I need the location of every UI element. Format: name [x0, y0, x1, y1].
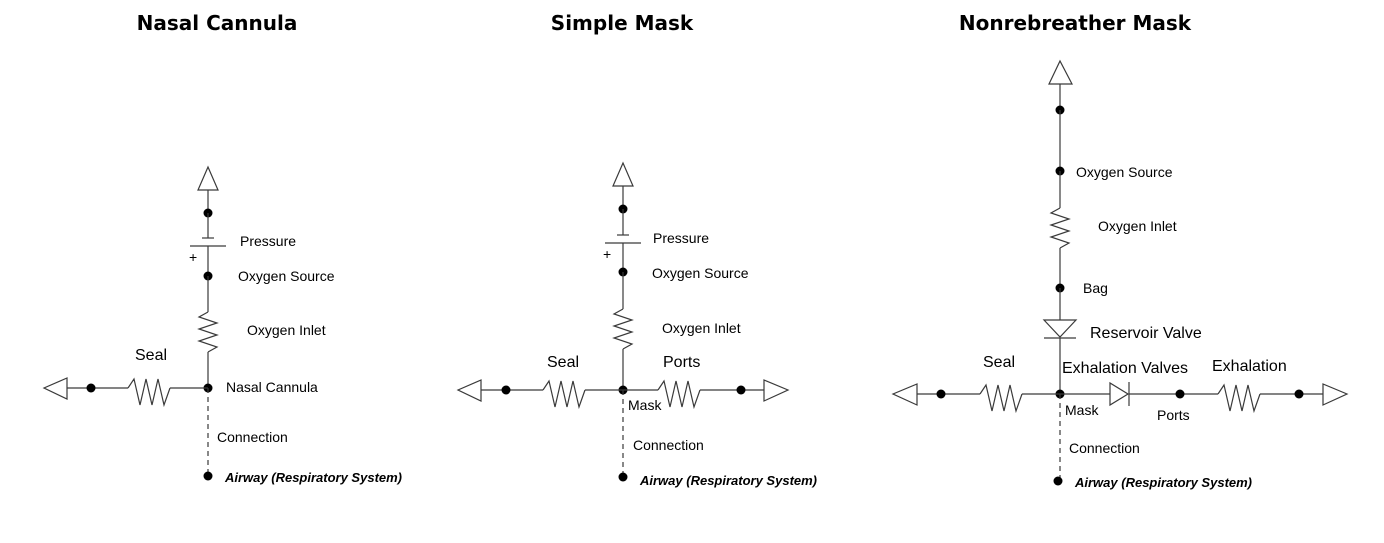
nc-oxygen-source-label: Oxygen Source — [238, 268, 335, 284]
nc-connection-label: Connection — [217, 429, 288, 445]
nc-oxygen-inlet-resistor — [197, 311, 219, 353]
nc-airway-label: Airway (Respiratory System) — [224, 470, 402, 485]
nr-seal-label: Seal — [983, 354, 1015, 371]
sm-seal-label: Seal — [547, 354, 579, 371]
sm-seal-reference-symbol — [456, 379, 482, 402]
nr-ports-node — [1175, 389, 1185, 399]
nc-seal-reference-symbol — [42, 377, 68, 400]
sm-oxygen-inlet-label: Oxygen Inlet — [662, 320, 741, 336]
sm-oxygen-inlet-resistor — [612, 308, 634, 350]
sm-ports-node — [736, 385, 746, 395]
nr-airway-node — [1053, 476, 1063, 486]
sm-oxygen-reference-symbol — [612, 161, 634, 187]
nc-airway-node — [203, 471, 213, 481]
nr-bag-label: Bag — [1083, 280, 1108, 296]
sm-oxygen-source-label: Oxygen Source — [652, 265, 749, 281]
nr-exhalation-label: Exhalation — [1212, 358, 1287, 375]
sm-airway-node — [618, 472, 628, 482]
nr-oxygen-inlet-label: Oxygen Inlet — [1098, 218, 1177, 234]
nr-ports-label: Ports — [1157, 407, 1190, 423]
nasal-cannula-diagram: Nasal Cannula Pressure + Oxygen Source O… — [42, 11, 402, 485]
nc-oxygen-inlet-label: Oxygen Inlet — [247, 322, 326, 338]
sm-ports-label: Ports — [663, 354, 700, 371]
sm-seal-node — [501, 385, 511, 395]
nr-airway-label: Airway (Respiratory System) — [1074, 475, 1252, 490]
nc-seal-label: Seal — [135, 347, 167, 364]
nc-oxygen-reference-symbol — [197, 165, 219, 191]
nr-connection-label: Connection — [1069, 440, 1140, 456]
nc-seal-resistor — [127, 377, 171, 408]
nr-oxygen-reference-symbol — [1048, 59, 1073, 85]
nc-seal-node — [86, 383, 96, 393]
sm-plus-sign: + — [603, 246, 611, 262]
nr-exhalation-resistor — [1217, 383, 1261, 414]
nr-junction-label: Mask — [1065, 402, 1099, 418]
nr-exhalation-valve-symbol — [1109, 381, 1130, 407]
nr-exhalation-valves-label: Exhalation Valves — [1062, 360, 1188, 377]
sm-pressure-label: Pressure — [653, 230, 709, 246]
sm-ports-resistor — [657, 379, 701, 410]
nc-junction-label: Nasal Cannula — [226, 379, 318, 395]
nr-seal-resistor — [979, 383, 1023, 414]
nr-oxygen-source-label: Oxygen Source — [1076, 164, 1173, 180]
sm-junction-label: Mask — [628, 397, 662, 413]
nr-exhalation-node — [1294, 389, 1304, 399]
nr-seal-reference-symbol — [891, 383, 918, 406]
simple-mask-title: Simple Mask — [551, 11, 694, 35]
sm-ports-reference-symbol — [763, 379, 790, 402]
nasal-cannula-title: Nasal Cannula — [137, 11, 298, 35]
nr-oxygen-inlet-resistor — [1049, 207, 1071, 249]
nr-reservoir-valve-label: Reservoir Valve — [1090, 325, 1202, 342]
nonrebreather-mask-diagram: Nonrebreather Mask Oxygen Source Oxygen … — [891, 11, 1349, 490]
simple-mask-diagram: Simple Mask Pressure + Oxygen Source Oxy… — [456, 11, 817, 488]
sm-airway-label: Airway (Respiratory System) — [639, 473, 817, 488]
nr-seal-node — [936, 389, 946, 399]
nr-exhalation-reference-symbol — [1322, 383, 1349, 406]
nr-reservoir-valve-symbol — [1042, 319, 1078, 338]
nc-plus-sign: + — [189, 249, 197, 265]
nc-pressure-label: Pressure — [240, 233, 296, 249]
sm-connection-label: Connection — [633, 437, 704, 453]
sm-seal-resistor — [542, 379, 586, 410]
nonrebreather-mask-title: Nonrebreather Mask — [959, 11, 1192, 35]
